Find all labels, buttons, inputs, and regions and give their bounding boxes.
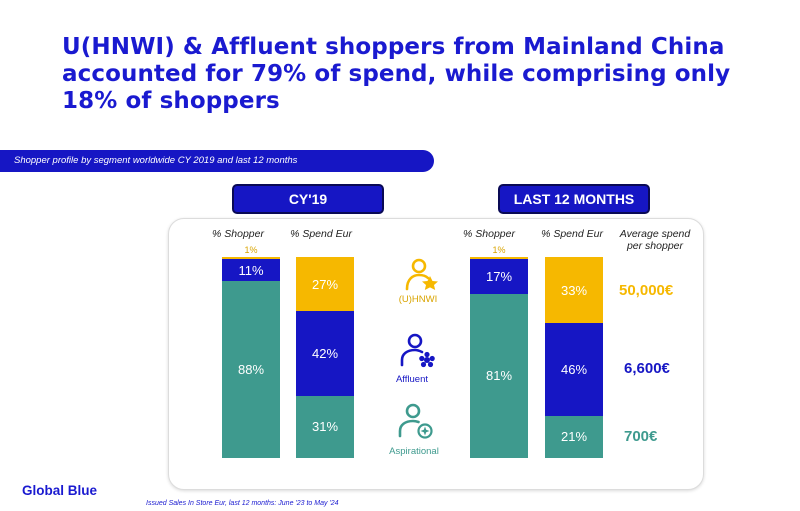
bar-segment-cy19-shopper-aspirational: [222, 281, 280, 458]
flower-person-icon: [400, 333, 435, 368]
label-uhnwi: (U)HNWI: [398, 294, 438, 305]
sparkle-person-icon: [398, 403, 433, 439]
star-person-icon: [405, 258, 438, 291]
page-title: U(HNWI) & Affluent shoppers from Mainlan…: [62, 34, 731, 114]
data-label-last12-spend-affluent: 46%: [560, 362, 588, 378]
bar-segment-cy19-shopper-affluent: [222, 259, 280, 282]
avg-spend-uhnwi: 50,000€: [619, 282, 674, 299]
data-label-cy19-spend-affluent: 42%: [311, 345, 339, 361]
data-label-cy19-shopper-uhnwi: 1%: [244, 245, 258, 255]
data-label-cy19-shopper-aspirational: 88%: [237, 362, 265, 378]
bar-segment-last12-spend-affluent: [545, 323, 603, 416]
bar-segment-cy19-spend-uhnwi: [296, 257, 354, 312]
col-header-spend-last12: % Spend Eur: [541, 228, 603, 240]
data-label-cy19-spend-aspirational: 31%: [311, 419, 339, 435]
avg-spend-aspirational: 700€: [624, 428, 658, 445]
data-label-last12-spend-uhnwi: 33%: [560, 282, 588, 298]
bar-segment-last12-spend-aspirational: [545, 415, 603, 458]
data-label-last12-shopper-aspirational: 81%: [485, 368, 513, 384]
subtitle-banner: Shopper profile by segment worldwide CY …: [0, 150, 434, 172]
col-header-shopper-last12: % Shopper: [463, 228, 515, 240]
data-label-last12-spend-aspirational: 21%: [560, 429, 588, 445]
data-label-cy19-shopper-affluent: 11%: [238, 262, 264, 278]
avg-spend-affluent: 6,600€: [624, 360, 670, 377]
col-header-spend-cy19: % Spend Eur: [290, 228, 352, 240]
data-label-cy19-spend-uhnwi: 27%: [311, 276, 339, 292]
footnote: Issued Sales In Store Eur, last 12 month…: [146, 500, 339, 507]
period-header-last12: LAST 12 MONTHS: [498, 184, 650, 214]
period-header-cy19: CY'19: [232, 184, 384, 214]
bar-segment-cy19-spend-aspirational: [296, 395, 354, 458]
bar-segment-last12-spend-uhnwi: [545, 257, 603, 324]
bar-segment-last12-shopper-affluent: [470, 259, 528, 294]
col-header-avg-spend: Average spend per shopper: [612, 228, 698, 252]
global-blue-logo: Global Blue: [22, 483, 98, 498]
data-label-last12-shopper-affluent: 17%: [485, 268, 513, 284]
bar-segment-last12-shopper-aspirational: [470, 293, 528, 458]
data-label-last12-shopper-uhnwi: 1%: [492, 245, 506, 255]
bar-segment-cy19-spend-affluent: [296, 311, 354, 396]
subtitle-text: Shopper profile by segment worldwide CY …: [14, 155, 298, 166]
label-affluent: Affluent: [395, 374, 429, 385]
avg-header-line2: per shopper: [626, 240, 684, 252]
col-header-shopper-cy19: % Shopper: [212, 228, 264, 240]
bar-segment-last12-shopper-uhnwi: [470, 257, 528, 260]
label-aspirational: Aspirational: [389, 446, 439, 457]
avg-header-line1: Average spend: [619, 228, 691, 240]
bar-segment-cy19-shopper-uhnwi: [222, 257, 280, 259]
